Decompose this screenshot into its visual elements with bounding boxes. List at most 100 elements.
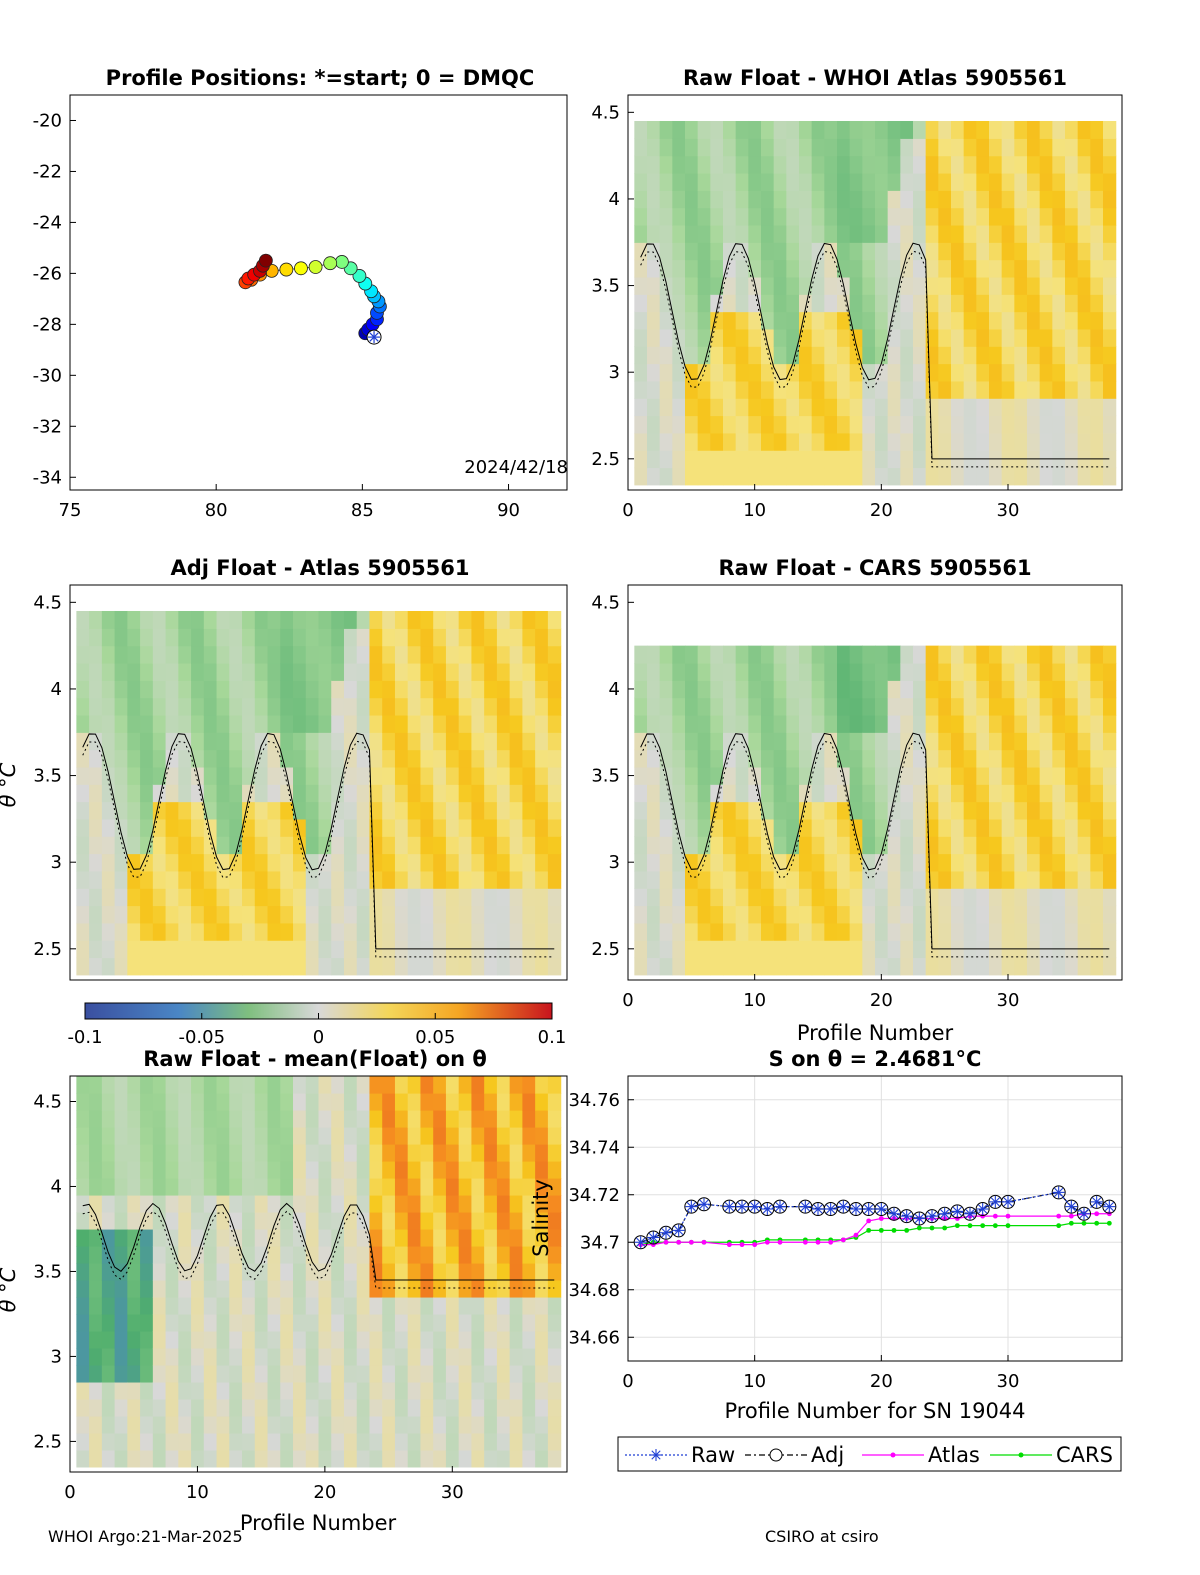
heatmap-cell — [925, 784, 939, 803]
heatmap-cell — [318, 957, 332, 976]
heatmap-cell — [522, 1398, 536, 1417]
heatmap-cell — [862, 190, 876, 209]
heatmap-cell — [165, 766, 179, 785]
heatmap-cell — [634, 380, 648, 399]
heatmap-cell — [1052, 905, 1066, 924]
heatmap-cell — [101, 1364, 116, 1383]
heatmap-cell — [458, 1228, 473, 1247]
heatmap-cell — [735, 662, 749, 681]
heatmap-cell — [331, 1126, 345, 1145]
heatmap-cell — [496, 1262, 511, 1281]
contour-line — [640, 732, 1110, 950]
heatmap-cell — [535, 853, 549, 872]
heatmap-cell — [1090, 380, 1104, 399]
heatmap-cell — [761, 294, 775, 313]
raw-marker — [724, 1201, 734, 1212]
heatmap-cell — [127, 1076, 141, 1094]
heatmap-cell — [114, 1364, 128, 1383]
heatmap-cell — [862, 450, 876, 469]
heatmap-cell — [89, 766, 103, 785]
heatmap-cell — [634, 259, 648, 278]
heatmap-cell — [913, 138, 927, 157]
heatmap-cell — [522, 1296, 536, 1315]
heatmap-cell — [356, 1347, 371, 1366]
heatmap-cell — [799, 328, 813, 347]
heatmap-cell — [203, 1279, 218, 1298]
heatmap-cell — [280, 870, 294, 889]
atlas-marker — [828, 1239, 834, 1245]
heatmap-cell — [165, 732, 179, 751]
heatmap-cell — [267, 1126, 281, 1145]
heatmap-cell — [799, 922, 813, 941]
heatmap-cell — [496, 1177, 511, 1196]
heatmap-cell — [305, 801, 320, 820]
heatmap-cell — [127, 1279, 141, 1298]
heatmap-cell — [509, 662, 523, 681]
heatmap-cell — [229, 957, 243, 976]
heatmap-cell — [242, 1143, 256, 1162]
heatmap-cell — [547, 1398, 562, 1417]
heatmap-cell — [938, 467, 952, 486]
heatmap-cell — [331, 940, 345, 959]
heatmap-cell — [76, 1364, 90, 1383]
heatmap-cell — [89, 1279, 103, 1298]
heatmap-cell — [1052, 662, 1066, 681]
heatmap-cell — [748, 957, 762, 976]
ytick-label: -28 — [33, 314, 62, 335]
heatmap-cell — [509, 1347, 523, 1366]
heatmap-cell — [331, 1262, 345, 1281]
heatmap-cell — [89, 905, 103, 924]
heatmap-cell — [1039, 853, 1053, 872]
heatmap-cell — [647, 259, 661, 278]
heatmap-cell — [267, 645, 281, 664]
heatmap-cell — [634, 120, 648, 139]
heatmap-cell — [280, 1330, 294, 1349]
heatmap-cell — [1090, 467, 1104, 486]
heatmap-cell — [369, 1364, 383, 1383]
heatmap-cell — [458, 732, 473, 751]
heatmap-cell — [229, 1160, 243, 1179]
heatmap-cell — [875, 922, 889, 941]
heatmap-cell — [203, 1211, 218, 1230]
heatmap-cell — [837, 957, 851, 976]
heatmap-cell — [471, 853, 485, 872]
heatmap-cell — [1027, 346, 1041, 365]
heatmap-cell — [925, 155, 939, 174]
heatmap-cell — [735, 172, 749, 191]
heatmap-cell — [1077, 380, 1091, 399]
heatmap-cell — [140, 714, 154, 733]
heatmap-cell — [152, 1245, 167, 1264]
heatmap-cell — [216, 784, 230, 803]
heatmap-cell — [191, 1126, 205, 1145]
heatmap-cell — [254, 1279, 269, 1298]
heatmap-cell — [458, 905, 473, 924]
heatmap-cell — [925, 328, 939, 347]
heatmap-cell — [1052, 363, 1066, 382]
heatmap-cell — [267, 1228, 281, 1247]
heatmap-cell — [484, 853, 498, 872]
heatmap-cell — [1027, 328, 1041, 347]
heatmap-cell — [76, 801, 90, 820]
heatmap-cell — [735, 818, 749, 837]
heatmap-cell — [458, 610, 473, 629]
heatmap-cell — [1027, 801, 1041, 820]
heatmap-cell — [913, 870, 927, 889]
heatmap-cell — [773, 732, 787, 751]
heatmap-cell — [976, 432, 990, 451]
heatmap-cell — [331, 1076, 345, 1094]
heatmap-cell — [394, 1432, 409, 1451]
heatmap-cell — [811, 328, 825, 347]
heatmap-cell — [659, 818, 673, 837]
heatmap-cell — [407, 1245, 422, 1264]
heatmap-cell — [445, 1398, 460, 1417]
heatmap-cell — [875, 380, 889, 399]
heatmap-cell — [647, 172, 661, 191]
heatmap-cell — [152, 1296, 167, 1315]
heatmap-cell — [535, 1160, 549, 1179]
heatmap-cell — [267, 1415, 281, 1434]
heatmap-cell — [114, 1126, 128, 1145]
raw-marker — [838, 1201, 848, 1212]
heatmap-cell — [710, 870, 724, 889]
heatmap-cell — [280, 697, 294, 716]
heatmap-cell — [433, 680, 447, 699]
